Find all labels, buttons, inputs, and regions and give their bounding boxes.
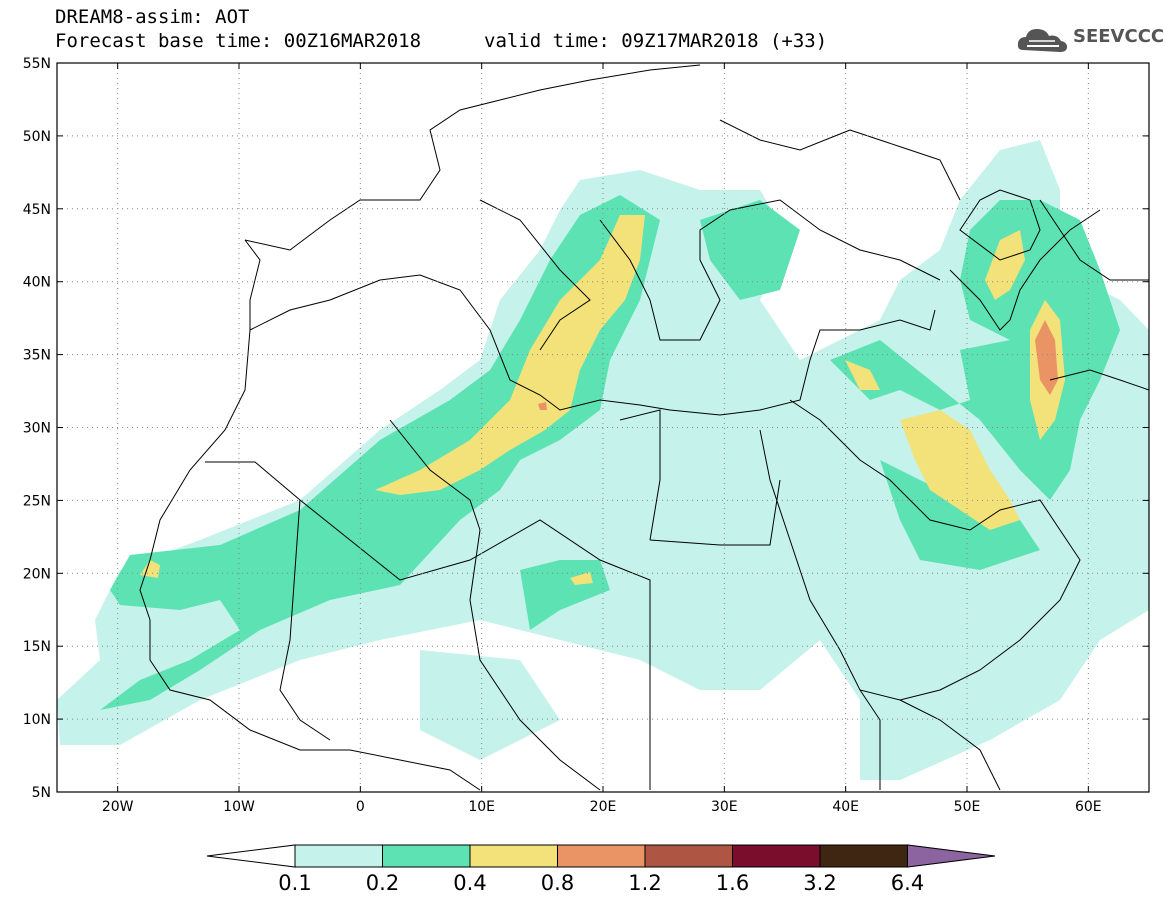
colorbar-high-arrow (907, 844, 996, 868)
colorbar-swatch (382, 844, 471, 868)
lat-tick-label: 5N (32, 785, 51, 801)
grid-lines (57, 63, 1149, 792)
colorbar-label: 6.4 (891, 871, 924, 895)
aot-level-0.8 (538, 320, 1058, 410)
colorbar-label: 0.8 (541, 871, 574, 895)
colorbar-swatch (732, 844, 821, 868)
lat-tick-label: 10N (23, 712, 51, 728)
colorbar-label: 0.2 (366, 871, 399, 895)
logo-text: SEEVCCC (1073, 26, 1165, 47)
lat-tick-label: 35N (23, 348, 51, 364)
valid-time: valid time: 09Z17MAR2018 (+33) (484, 30, 828, 52)
lon-tick-label: 40E (832, 799, 859, 815)
seevccc-logo: SEEVCCC (1015, 22, 1164, 56)
lat-tick-label: 45N (23, 202, 51, 218)
lat-tick-label: 30N (23, 421, 51, 437)
lat-tick-label: 15N (23, 639, 51, 655)
lat-tick-label: 50N (23, 129, 51, 145)
aot-field (57, 63, 1149, 792)
lon-tick-label: 10E (468, 799, 495, 815)
colorbar-low-arrow (206, 844, 296, 868)
colorbar-label: 1.2 (628, 871, 661, 895)
colorbar-label: 1.6 (716, 871, 749, 895)
lon-tick-label: 10W (223, 799, 255, 815)
forecast-base-time: Forecast base time: 00Z16MAR2018 (55, 30, 422, 52)
lat-tick-label: 40N (23, 275, 51, 291)
aot-level-0.1 (57, 140, 1149, 780)
lon-tick-label: 60E (1075, 799, 1102, 815)
colorbar-label: 3.2 (803, 871, 836, 895)
colorbar-swatch (294, 844, 383, 868)
colorbar-label: 0.4 (453, 871, 486, 895)
lon-tick-label: 20E (590, 799, 617, 815)
lon-tick-label: 50E (954, 799, 981, 815)
coastlines (139, 64, 1149, 791)
colorbar-swatch (819, 844, 908, 868)
colorbar-label: 0.1 (278, 871, 311, 895)
lon-tick-label: 0 (356, 799, 365, 815)
colorbar-swatch (644, 844, 733, 868)
lat-tick-label: 25N (23, 493, 51, 509)
lon-tick-label: 30E (711, 799, 738, 815)
lat-tick-label: 20N (23, 566, 51, 582)
colorbar-swatch (557, 844, 646, 868)
colorbar-swatch (469, 844, 558, 868)
lon-tick-label: 20W (102, 799, 134, 815)
axis-ticks: 20W 10W 0 10E 20E 30E 40E 50E 60E 55N 50N 45N 40N 35N… (23, 56, 1149, 815)
lat-tick-label: 55N (23, 56, 51, 72)
cloud-icon (1017, 29, 1067, 52)
map-title: DREAM8-assim: AOT (55, 6, 250, 28)
